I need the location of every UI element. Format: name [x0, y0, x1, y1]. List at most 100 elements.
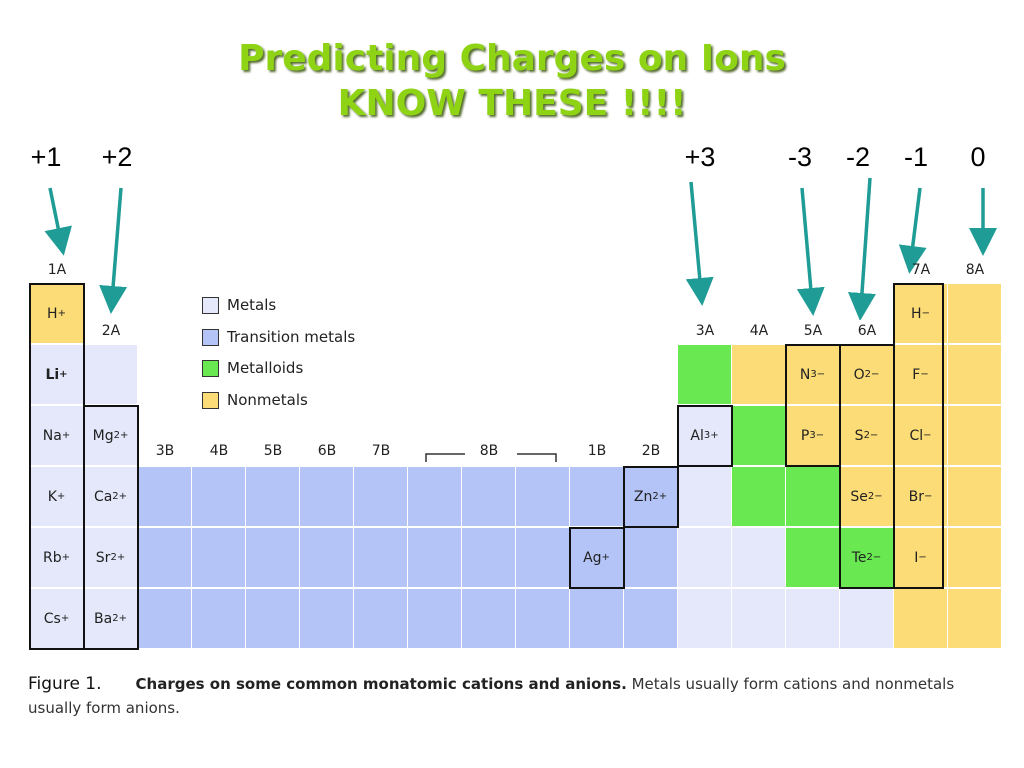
cell-ge [732, 467, 786, 527]
ion-symbol-na: Na [42, 427, 62, 444]
cell-ca: Ca 2+ [84, 467, 138, 527]
arrow-3a [685, 181, 714, 306]
ion-symbol-o: O [853, 366, 865, 383]
ion-symbol-ca: Ca [93, 488, 113, 505]
cell-transition [570, 467, 624, 527]
cell-transition [138, 467, 192, 527]
group-label-1a: 1A [47, 262, 67, 278]
cell-transition [246, 589, 300, 649]
cell-h-minus: H − [894, 284, 948, 344]
cell-transition [300, 528, 354, 588]
ion-symbol-al: Al [690, 427, 704, 444]
cell-transition [408, 467, 462, 527]
ion-charge-cl: − [923, 430, 932, 441]
legend-item-metalloids: Metalloids [202, 358, 303, 378]
ion-charge-rb: + [61, 552, 70, 563]
charge-label-group-2a: +2 [101, 142, 133, 172]
ion-charge-ba: 2+ [112, 613, 127, 624]
ion-symbol-sr: Sr [95, 549, 111, 566]
legend-swatch-nonmetals [202, 391, 219, 409]
cell-al: Al 3+ [678, 406, 732, 466]
group-label-4a: 4A [749, 323, 769, 339]
ion-charge-br: − [923, 491, 933, 502]
ion-charge-p: 3− [809, 430, 825, 441]
charge-label-group-8a: 0 [970, 142, 986, 172]
cell-transition [462, 467, 516, 527]
legend-label-metals: Metals [227, 296, 277, 314]
group-label-7b: 7B [371, 443, 391, 459]
cell-na: Na + [30, 406, 84, 466]
ion-symbol-h-minus: H [911, 305, 922, 322]
cell-transition [354, 528, 408, 588]
cell-pb [732, 589, 786, 649]
cell-h-plus: H + [30, 284, 84, 344]
cell-sb [786, 528, 840, 588]
cell-transition [516, 467, 570, 527]
cell-cl: Cl − [894, 406, 948, 466]
cell-kr [948, 467, 1002, 527]
cell-ar [948, 406, 1002, 466]
ion-symbol-rb: Rb [42, 549, 62, 566]
ion-charge-na: + [61, 430, 71, 441]
title-line-2: KNOW THESE !!!! [337, 83, 687, 124]
legend-swatch-metalloids [202, 359, 219, 377]
cell-transition [462, 528, 516, 588]
pointer-arrows [44, 177, 997, 320]
cell-c [732, 345, 786, 405]
ion-charge-mg: 2+ [113, 430, 129, 441]
figure-caption: Figure 1. Charges on some common monatomi… [28, 672, 1008, 720]
cell-bi [786, 589, 840, 649]
cell-se: Se 2− [840, 467, 894, 527]
cell-si [732, 406, 786, 466]
group-label-2a: 2A [101, 323, 121, 339]
cell-p: P 3− [786, 406, 840, 466]
ion-charge-cs: + [60, 613, 70, 624]
cell-transition [192, 589, 246, 649]
group-label-4b: 4B [209, 443, 229, 459]
cell-transition [138, 528, 192, 588]
charge-label-group-5a: -3 [787, 142, 813, 172]
legend-label-nonmetals: Nonmetals [227, 391, 308, 409]
arrow-5a [796, 187, 825, 316]
legend-label-metalloids: Metalloids [227, 359, 304, 377]
cell-te: Te 2− [840, 528, 894, 588]
cell-br: Br − [894, 467, 948, 527]
arrow-7a [898, 187, 927, 274]
ion-symbol-p: P [800, 427, 810, 444]
legend-item-nonmetals: Nonmetals [202, 390, 308, 410]
cell-transition [624, 589, 678, 649]
cell-at [894, 589, 948, 649]
group-8b-bracket [425, 453, 557, 462]
caption-figure-label: Figure 1. [28, 674, 102, 694]
ion-charge-al: 3+ [703, 430, 719, 441]
charge-label-group-1a: +1 [30, 142, 62, 172]
ion-charge-se: 2− [867, 491, 883, 502]
ion-symbol-cl: Cl [909, 427, 924, 444]
caption-bold-text: Charges on some common monatomic cations… [135, 675, 627, 693]
ion-symbol-te: Te [851, 549, 867, 566]
cell-transition [516, 589, 570, 649]
ion-symbol-ba: Ba [94, 610, 113, 627]
charge-label-group-7a: -1 [903, 142, 929, 172]
group-label-3b: 3B [155, 443, 175, 459]
cell-s: S 2− [840, 406, 894, 466]
caption-body-text: Metals usually form cations and nonmetal… [28, 675, 955, 717]
charge-label-group-3a: +3 [684, 142, 716, 172]
ion-charge-k: + [56, 491, 66, 502]
ion-symbol-cs: Cs [43, 610, 61, 627]
cell-tl [678, 589, 732, 649]
group-label-5a: 5A [803, 323, 823, 339]
ion-symbol-li: Li [45, 366, 60, 383]
cell-transition [300, 589, 354, 649]
ion-charge-n: 3− [810, 369, 826, 380]
cell-in [678, 528, 732, 588]
cell-ba: Ba 2+ [84, 589, 138, 649]
ion-symbol-se: Se [850, 488, 868, 505]
ion-symbol-s: S [854, 427, 864, 444]
cell-zn: Zn 2+ [624, 467, 678, 527]
ion-symbol-n: N [799, 366, 811, 383]
cell-mg: Mg 2+ [84, 406, 138, 466]
arrow-2a [99, 187, 128, 314]
legend-swatch-transition-metals [202, 328, 219, 346]
cell-transition [300, 467, 354, 527]
